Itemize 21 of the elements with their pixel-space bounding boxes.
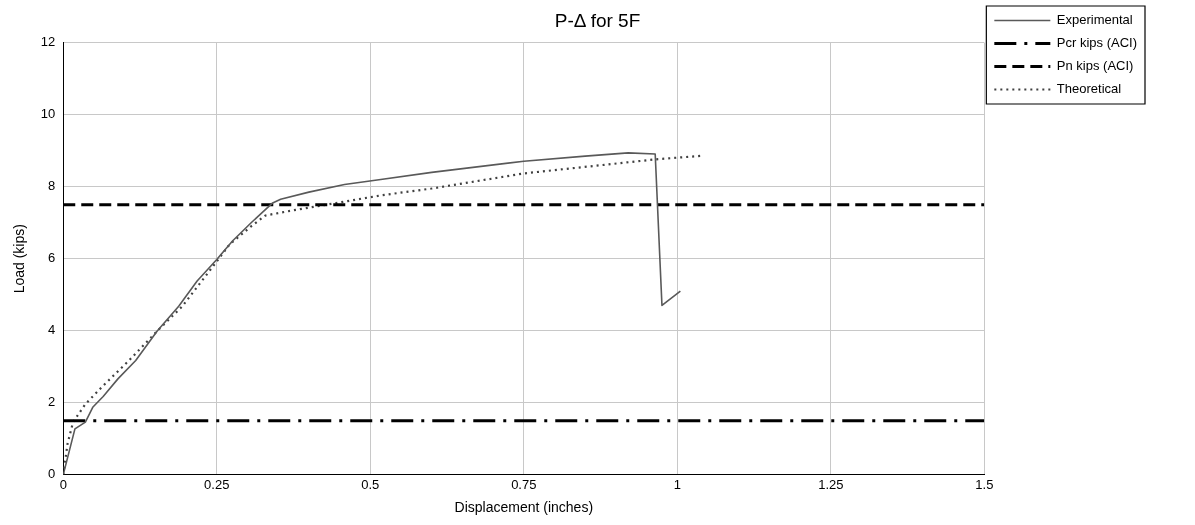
- legend-label: Pn kips (ACI): [1056, 58, 1134, 74]
- x-tick-label: 0.5: [361, 476, 380, 492]
- x-tick-label: 0: [59, 476, 67, 492]
- y-tick-label: 6: [48, 250, 56, 266]
- y-tick-label: 8: [48, 178, 56, 194]
- legend-label: Pcr kips (ACI): [1056, 35, 1137, 51]
- y-tick-label: 10: [40, 106, 56, 122]
- x-axis-title: Displacement (inches): [454, 499, 594, 516]
- y-tick-label: 2: [48, 394, 56, 410]
- y-tick-label: 12: [40, 34, 56, 50]
- legend-label: Theoretical: [1056, 81, 1122, 97]
- x-tick-label: 1.25: [818, 476, 844, 492]
- x-tick-label: 0.75: [511, 476, 537, 492]
- y-axis-title: Load (kips): [11, 224, 28, 294]
- y-tick-label: 4: [48, 322, 56, 338]
- x-tick-label: 1.5: [975, 476, 994, 492]
- chart-title: P-Δ for 5F: [554, 9, 641, 31]
- x-tick-label: 1: [673, 476, 681, 492]
- y-tick-label: 0: [48, 466, 56, 482]
- legend-label: Experimental: [1056, 12, 1133, 28]
- x-tick-label: 0.25: [204, 476, 230, 492]
